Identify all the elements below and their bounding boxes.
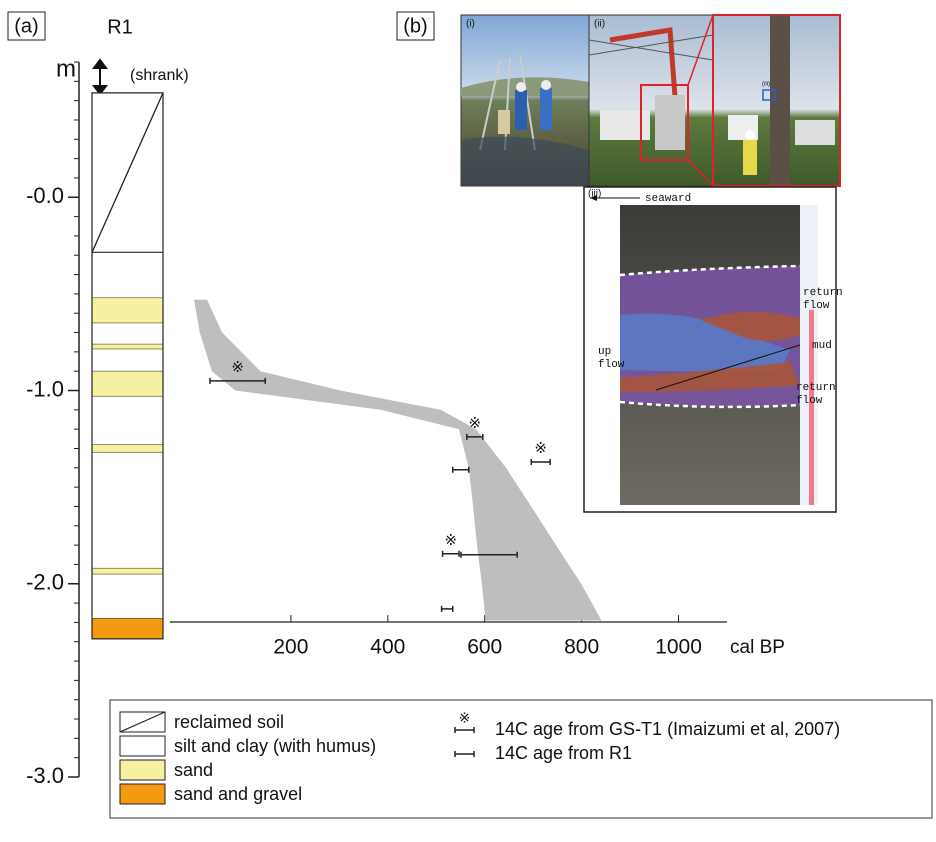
column-layer: [92, 445, 163, 453]
column-layer: [92, 568, 163, 574]
legend-marker: ※: [459, 710, 471, 726]
photo-label: (iii): [588, 189, 601, 200]
legend-swatch: [120, 736, 165, 756]
legend-label: sand: [174, 760, 213, 780]
photo-annotation: seaward: [645, 193, 691, 205]
photo-ii-zoom: [713, 15, 840, 186]
photo-label: (ii): [594, 19, 605, 30]
y-tick-label: -1.0: [26, 376, 64, 401]
shrank-label: (shrank): [130, 67, 189, 84]
y-axis-label: m: [56, 55, 76, 82]
age-range: [442, 606, 453, 612]
photo-annotation: flow: [796, 395, 823, 407]
legend-swatch: [120, 760, 165, 780]
photo-annotation: flow: [803, 300, 830, 312]
photo-i: [461, 15, 589, 186]
panel-label: (a): [14, 15, 38, 37]
range-marker: ※: [231, 359, 244, 376]
legend-label: 14C age from GS-T1 (Imaizumi et al, 2007…: [495, 719, 840, 739]
column-layer: [92, 344, 163, 349]
column-layer: [92, 298, 163, 323]
y-tick-label: -0.0: [26, 183, 64, 208]
age-range: [531, 459, 550, 465]
photo-iii: [584, 187, 836, 512]
photo-annotation: up: [598, 346, 611, 358]
range-marker: ※: [534, 440, 547, 457]
y-tick-label: -3.0: [26, 763, 64, 788]
age-range: [443, 551, 459, 557]
legend-label: sand and gravel: [174, 784, 302, 804]
x-tick-label: 200: [273, 636, 308, 659]
x-tick-label: 1000: [655, 636, 702, 659]
legend-label: 14C age from R1: [495, 743, 632, 763]
age-range: [453, 467, 469, 473]
photo-label: (iii): [762, 82, 770, 88]
x-tick-label: 600: [467, 636, 502, 659]
photo-annotation: mud: [812, 340, 832, 352]
column-layer: [92, 619, 163, 639]
photo-annotation: return: [803, 287, 843, 299]
photo-label: (i): [466, 19, 475, 30]
range-marker: ※: [469, 415, 482, 432]
legend-swatch: [120, 784, 165, 804]
legend-label: reclaimed soil: [174, 712, 284, 732]
shrank-arrow: [94, 60, 106, 94]
photo-annotation: return: [796, 382, 836, 394]
range-marker: ※: [445, 532, 458, 549]
column-title: R1: [107, 16, 133, 38]
x-tick-label: 800: [564, 636, 599, 659]
x-axis-label: cal BP: [730, 637, 785, 658]
x-tick-label: 400: [370, 636, 405, 659]
figure: (a) R1 m (shrank) (b) (i) (ii) (iii): [0, 0, 936, 842]
photo-annotation: flow: [598, 359, 625, 371]
legend-label: silt and clay (with humus): [174, 736, 376, 756]
column-layer: [92, 371, 163, 396]
y-tick-label: -2.0: [26, 570, 64, 595]
panel-label: (b): [403, 15, 427, 37]
age-model-band: [194, 300, 602, 621]
